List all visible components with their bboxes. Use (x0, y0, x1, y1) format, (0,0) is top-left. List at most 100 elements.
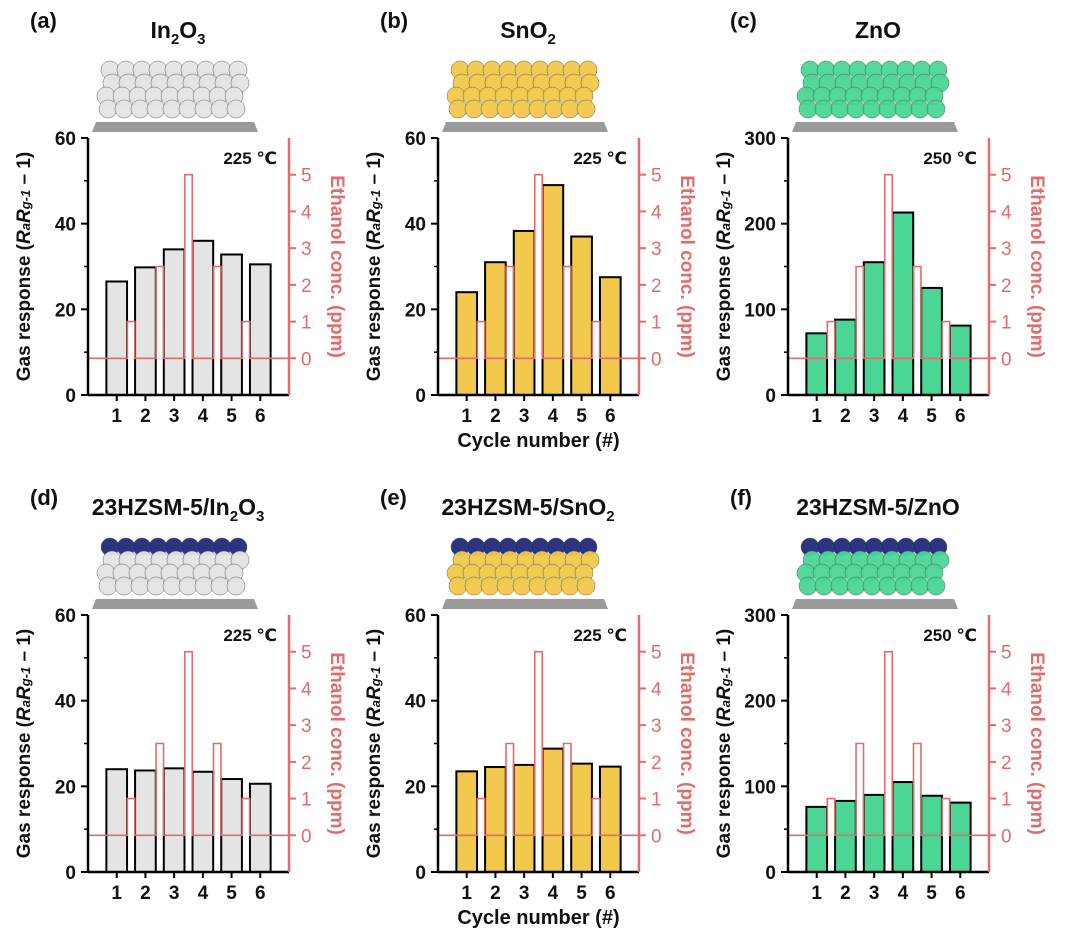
y2-tick-label: 2 (1001, 753, 1012, 774)
x-tick-label: 2 (840, 406, 851, 427)
sphere (798, 576, 818, 596)
x-tick-label: 5 (576, 883, 587, 904)
bar (455, 770, 479, 874)
x-axis-title: Cycle number (#) (457, 907, 619, 929)
sphere (910, 576, 930, 596)
sphere (926, 99, 946, 119)
y-tick-label: 100 (744, 300, 776, 321)
y-axis-title-part: g (718, 678, 733, 687)
panel-label: (a) (30, 8, 57, 33)
substrate (92, 599, 258, 609)
panel-title-part: 2 (230, 508, 238, 525)
y2-tick-label: 2 (651, 276, 662, 297)
y2-tick-label: 3 (301, 716, 312, 737)
panel-title: In2O3 (150, 17, 205, 48)
y-axis-title-part: -1 (368, 667, 383, 679)
x-tick-label: 1 (461, 883, 472, 904)
x-tick-label: 1 (811, 883, 822, 904)
y-axis-title-part: g (718, 201, 733, 210)
bar (834, 799, 857, 873)
y2-axis-title: Ethanol conc. (ppm) (676, 175, 697, 358)
y2-tick-label: 5 (1001, 166, 1012, 187)
sphere (194, 99, 214, 119)
x-tick-label: 1 (811, 406, 822, 427)
y-axis-title-part: a (718, 223, 733, 230)
y-axis-title-part: R (714, 230, 735, 244)
y2-tick-label: 2 (1001, 276, 1012, 297)
y2-tick-label: 4 (301, 679, 312, 700)
y-axis-title-part: R (14, 686, 35, 700)
y-tick-label: 0 (415, 863, 426, 884)
ethanol-line (438, 173, 639, 360)
x-axis-title: Cycle number (#) (457, 430, 619, 452)
sphere (146, 99, 166, 119)
sphere (226, 576, 246, 596)
bar (920, 286, 943, 396)
panel-title-part: 23HZSM-5/ZnO (796, 494, 960, 520)
sphere (846, 99, 866, 119)
bar (891, 781, 915, 873)
y-tick-label: 0 (415, 386, 426, 407)
y2-axis-title: Ethanol conc. (ppm) (1026, 652, 1047, 835)
y-axis-title-part: – 1) (14, 629, 35, 667)
panel-label: (c) (730, 8, 757, 33)
sphere (162, 99, 182, 119)
y-axis-title-part: a (718, 700, 733, 707)
y2-axis-title: Ethanol conc. (ppm) (326, 652, 347, 835)
sphere (146, 576, 166, 596)
x-tick-label: 3 (519, 406, 530, 427)
substrate (792, 599, 958, 609)
x-tick-label: 6 (255, 883, 266, 904)
y-axis-title-part: -1 (18, 190, 33, 202)
y-tick-label: 20 (55, 300, 76, 321)
y-axis-title-part: – 1) (714, 152, 735, 190)
bar (162, 767, 186, 873)
sphere (910, 99, 930, 119)
sphere (464, 576, 484, 596)
bar (862, 793, 886, 873)
sphere (496, 99, 516, 119)
x-tick-label: 5 (926, 406, 937, 427)
bar (598, 276, 622, 397)
y2-tick-label: 1 (1001, 313, 1012, 334)
y-axis-title-part: R (364, 686, 385, 700)
y-axis-title-part: g (368, 678, 383, 687)
panel-title-part: 2 (547, 31, 555, 48)
y2-tick-label: 4 (301, 202, 312, 223)
sphere (830, 576, 850, 596)
sphere (576, 576, 596, 596)
y-axis-title: Gas response (RaRg-1 – 1) (714, 152, 735, 382)
x-tick-label: 4 (898, 883, 909, 904)
y2-tick-label: 5 (651, 166, 662, 187)
y2-axis-title: Ethanol conc. (ppm) (326, 175, 347, 358)
y-axis-title-part: g (368, 201, 383, 210)
y2-tick-label: 4 (1001, 679, 1012, 700)
x-tick-label: 2 (490, 406, 501, 427)
y-axis-title: Gas response (RaRg-1 – 1) (14, 629, 35, 859)
panel-title-part: 23HZSM-5/SnO (441, 494, 606, 520)
temperature-label: 225 ℃ (573, 626, 627, 645)
sphere (512, 99, 532, 119)
y2-tick-label: 5 (301, 643, 312, 664)
bar (162, 248, 186, 396)
sphere (862, 576, 882, 596)
sphere (130, 99, 150, 119)
y-axis-title-part: -1 (368, 190, 383, 202)
bar (948, 324, 972, 396)
y-axis-title-part: – 1) (364, 152, 385, 190)
sphere (926, 576, 946, 596)
y2-tick-label: 3 (1001, 239, 1012, 260)
x-tick-label: 6 (605, 883, 616, 904)
sphere (560, 99, 580, 119)
sphere (226, 99, 246, 119)
ethanol-line (438, 650, 639, 837)
sphere (544, 99, 564, 119)
y-tick-label: 20 (405, 300, 426, 321)
panel-label: (b) (380, 8, 408, 33)
bar (134, 266, 157, 396)
y-tick-label: 40 (55, 215, 76, 236)
y-axis-title-part: Gas response ( (364, 720, 385, 858)
y-axis-title-part: g (18, 678, 33, 687)
